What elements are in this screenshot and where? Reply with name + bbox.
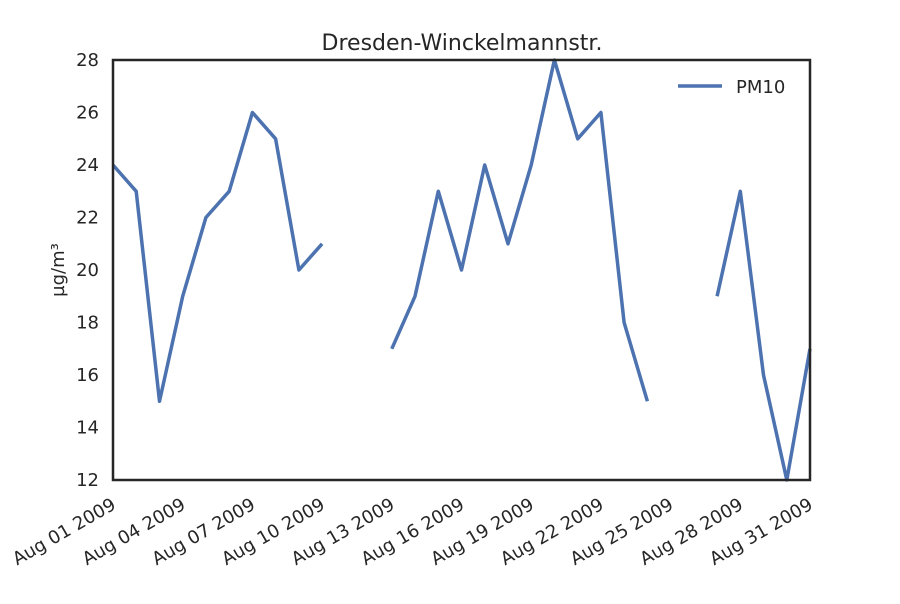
- series-line-pm10: [717, 191, 810, 480]
- series-line-pm10: [392, 60, 648, 401]
- y-tick-label: 14: [76, 418, 99, 439]
- y-tick-label: 24: [76, 155, 99, 176]
- y-tick-label: 20: [76, 260, 99, 281]
- y-tick-label: 16: [76, 365, 99, 386]
- y-tick-label: 22: [76, 208, 99, 229]
- y-tick-label: 12: [76, 470, 99, 491]
- legend-label-pm10: PM10: [736, 77, 785, 98]
- series-lines: [113, 60, 810, 480]
- y-tick-label: 18: [76, 313, 99, 334]
- series-line-pm10: [113, 113, 322, 402]
- y-tick-label: 28: [76, 50, 99, 71]
- legend: PM10: [678, 77, 785, 98]
- y-tick-label: 26: [76, 103, 99, 124]
- chart-title: Dresden-Winckelmannstr.: [322, 31, 603, 56]
- y-axis-label: µg/m³: [48, 243, 69, 297]
